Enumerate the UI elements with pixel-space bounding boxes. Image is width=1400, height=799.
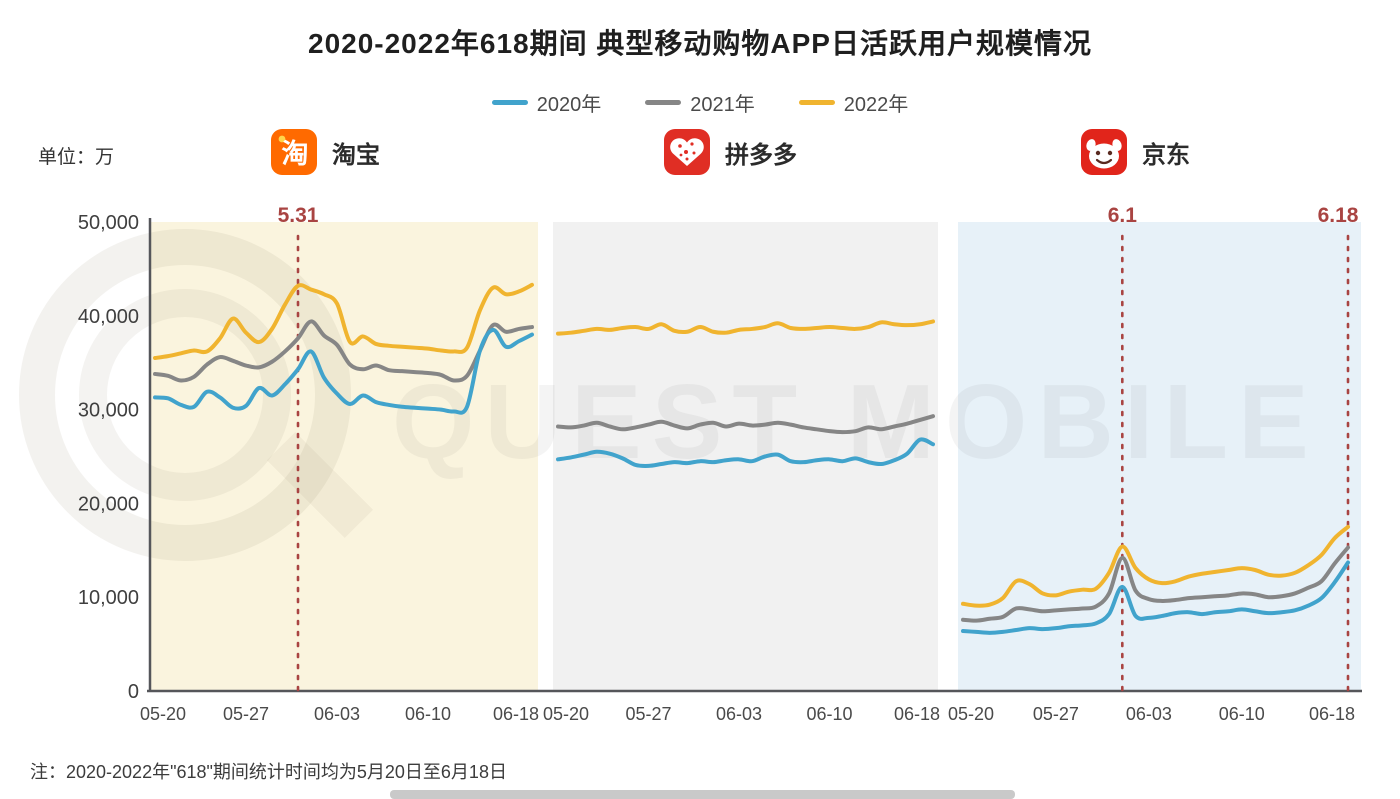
x-tick-label: 06-03 [1126,704,1172,724]
legend-label-2022: 2022年 [843,94,909,116]
x-tick-label: 05-27 [223,704,269,724]
series-line-2021年-panel2 [961,545,1350,623]
x-tick-label: 05-20 [948,704,994,724]
app-label-jd: 京东 [1142,141,1190,169]
annotation-label-5.31: 5.31 [278,204,319,227]
footnote: 注：2020-2022年"618"期间统计时间均为5月20日至6月18日 [30,762,507,782]
series-line-2021年-panel1 [556,414,935,435]
y-tick-label: 0 [128,681,139,703]
questmobile-watermark: QUEST MOBILE [19,229,1319,561]
x-tick-label: 06-18 [894,704,940,724]
x-tick-label: 06-18 [493,704,539,724]
bottom-bar [390,790,1015,799]
app-label-pinduoduo: 拼多多 [725,141,797,169]
x-tick-label: 06-10 [1219,704,1265,724]
y-tick-label: 30,000 [78,400,139,422]
chart-title: 2020-2022年618期间 典型移动购物APP日活跃用户规模情况 [308,28,1092,59]
legend-swatch-2020 [491,100,528,105]
app-label-taobao: 淘宝 [332,141,380,169]
watermark-ring-outer [19,229,351,561]
panel-bg-2 [958,222,1361,691]
y-tick-label: 20,000 [78,493,139,515]
watermark-text: QUEST MOBILE [392,363,1319,481]
panel-bg-0 [150,222,538,691]
annotation-label-6.18: 6.18 [1318,204,1359,227]
svg-text:淘: 淘 [282,139,309,169]
app-header-taobao: 淘 淘宝 [270,128,380,176]
unit-label: 单位：万 [38,147,115,168]
pinduoduo-app-icon [664,129,710,175]
x-tick-label: 06-03 [716,704,762,724]
x-tick-label: 06-10 [405,704,451,724]
legend: 2020年 2021年 2022年 [0,88,1400,117]
x-tick-label: 05-27 [1033,704,1079,724]
series-line-2021年-panel0 [153,319,534,383]
annotation-label-6.1: 6.1 [1108,204,1138,227]
x-tick-label: 06-10 [807,704,853,724]
watermark-q-tail [266,431,374,539]
y-tick-label: 50,000 [78,212,139,234]
x-tick-label: 05-20 [543,704,589,724]
jd-app-icon [1081,129,1127,175]
legend-item-2022: 2022年 [798,88,909,117]
y-tick-label: 40,000 [78,306,139,328]
x-tick-label: 06-03 [314,704,360,724]
app-header-pinduoduo: 拼多多 [663,128,797,176]
series-line-2020年-panel1 [556,437,935,468]
y-tick-label: 10,000 [78,587,139,609]
series-line-2020年-panel0 [153,327,534,415]
series-line-2022年-panel0 [153,282,534,361]
x-tick-label: 05-27 [625,704,671,724]
legend-label-2020: 2020年 [536,94,602,116]
taobao-app-icon: 淘 [271,129,317,175]
legend-swatch-2021 [645,100,682,105]
legend-swatch-2022 [798,100,835,105]
x-tick-label: 06-18 [1309,704,1355,724]
app-header-jd: 京东 [1080,128,1190,176]
legend-item-2020: 2020年 [491,88,602,117]
x-tick-label: 05-20 [140,704,186,724]
series-line-2022年-panel1 [556,319,935,336]
series-line-2020年-panel2 [961,560,1350,635]
legend-item-2021: 2021年 [645,88,755,117]
series-line-2022年-panel2 [961,524,1350,608]
legend-label-2021: 2021年 [690,94,755,116]
